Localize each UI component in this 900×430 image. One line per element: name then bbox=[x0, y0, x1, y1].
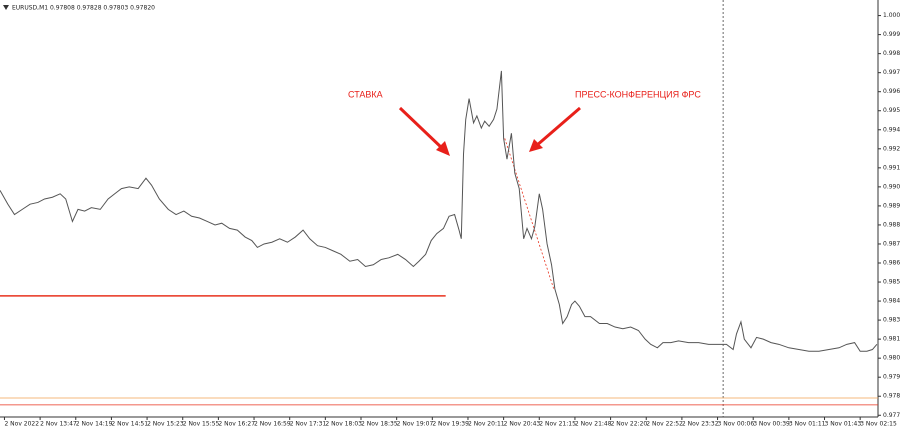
x-tick-label: 2 Nov 18:35 bbox=[361, 421, 398, 428]
price-line-series bbox=[0, 70, 878, 352]
y-tick-label: 0.9775 bbox=[883, 412, 900, 419]
menu-triangle bbox=[3, 5, 9, 10]
y-tick-label: 0.9863 bbox=[883, 260, 900, 267]
y-tick-label: 0.9786 bbox=[883, 393, 900, 400]
x-tick-label: 2 Nov 15:23 bbox=[147, 421, 184, 428]
arrow-head bbox=[529, 139, 543, 152]
y-tick-label: 0.9973 bbox=[883, 69, 900, 76]
x-tick-label: 3 Nov 01:43 bbox=[825, 421, 862, 428]
x-tick-label: 3 Nov 00:06 bbox=[718, 421, 755, 428]
x-tick-label: 2 Nov 14:51 bbox=[111, 421, 148, 428]
y-tick-label: 0.9918 bbox=[883, 164, 900, 171]
y-tick-label: 0.9797 bbox=[883, 374, 900, 381]
x-tick-label: 2 Nov 16:59 bbox=[254, 421, 291, 428]
x-tick-label: 2 Nov 16:27 bbox=[218, 421, 255, 428]
annotation: ПРЕСС-КОНФЕРЕНЦИЯ ФРС bbox=[575, 89, 701, 99]
x-tick-label: 2 Nov 20:11 bbox=[468, 421, 505, 428]
arrow-head bbox=[436, 141, 450, 156]
x-tick-label: 2 Nov 13:47 bbox=[40, 421, 77, 428]
y-tick-label: 0.9907 bbox=[883, 183, 900, 190]
x-tick-label: 2 Nov 15:55 bbox=[183, 421, 220, 428]
y-tick-label: 0.9841 bbox=[883, 298, 900, 305]
x-tick-label: 2 Nov 19:07 bbox=[397, 421, 434, 428]
y-tick-label: 0.9984 bbox=[883, 50, 900, 57]
x-tick-label: 2 Nov 23:32 bbox=[682, 421, 719, 428]
x-tick-label: 2 Nov 20:43 bbox=[504, 421, 541, 428]
y-tick-label: 0.9885 bbox=[883, 221, 900, 228]
y-tick-label: 0.9808 bbox=[883, 355, 900, 362]
x-tick-label: 2 Nov 21:15 bbox=[539, 421, 576, 428]
x-tick-label: 3 Nov 00:39 bbox=[753, 421, 790, 428]
x-tick-label: 3 Nov 02:15 bbox=[860, 421, 897, 428]
x-tick-label: 2 Nov 19:39 bbox=[432, 421, 469, 428]
annotation: СТАВКА bbox=[348, 89, 383, 99]
y-tick-label: 0.9929 bbox=[883, 145, 900, 152]
arrow bbox=[535, 106, 581, 148]
x-tick-label: 2 Nov 21:48 bbox=[575, 421, 612, 428]
y-tick-label: 0.9819 bbox=[883, 336, 900, 343]
y-tick-label: 0.9874 bbox=[883, 240, 900, 247]
x-tick-label: 2 Nov 18:03 bbox=[325, 421, 362, 428]
chart-title: EURUSD,M1 0.97808 0.97828 0.97803 0.9782… bbox=[12, 5, 155, 12]
y-tick-label: 0.9852 bbox=[883, 279, 900, 286]
y-tick-label: 0.9951 bbox=[883, 107, 900, 114]
x-tick-label: 2 Nov 22:52 bbox=[646, 421, 683, 428]
x-tick-label: 2 Nov 2022 bbox=[4, 421, 39, 428]
y-tick-label: 0.9995 bbox=[883, 31, 900, 38]
y-tick-label: 1.0006 bbox=[883, 12, 900, 19]
y-tick-label: 0.9896 bbox=[883, 202, 900, 209]
x-tick-label: 2 Nov 22:20 bbox=[611, 421, 648, 428]
arrows bbox=[398, 106, 581, 156]
x-tick-label: 3 Nov 01:11 bbox=[789, 421, 826, 428]
x-tick-label: 2 Nov 17:31 bbox=[290, 421, 327, 428]
y-tick-label: 0.9962 bbox=[883, 88, 900, 95]
x-tick-label: 2 Nov 14:19 bbox=[76, 421, 113, 428]
arrow bbox=[398, 106, 445, 151]
